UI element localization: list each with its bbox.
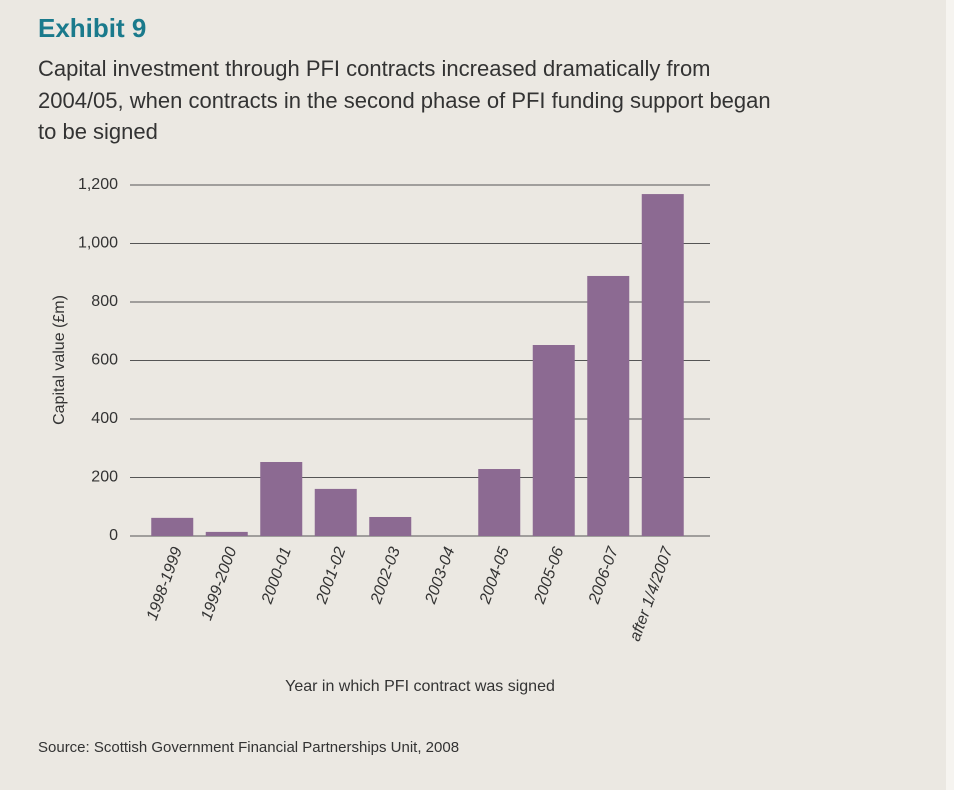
y-tick-label: 1,200: [78, 176, 118, 193]
y-tick-label: 600: [91, 352, 118, 369]
chart-title: Exhibit 9: [38, 13, 146, 43]
bar: [205, 531, 248, 536]
x-axis-title: Year in which PFI contract was signed: [285, 678, 555, 695]
bar: [587, 275, 630, 536]
panel-edge: [946, 0, 954, 790]
source: Source: Scottish Government Financial Pa…: [38, 739, 459, 756]
bar: [314, 488, 357, 536]
y-tick-label: 400: [91, 410, 118, 427]
bar: [260, 461, 303, 536]
bar: [151, 517, 194, 536]
y-axis-title: Capital value (£m): [51, 295, 68, 425]
bar: [641, 194, 684, 536]
bar: [478, 469, 521, 536]
y-tick-label: 200: [91, 469, 118, 486]
y-tick-label: 800: [91, 293, 118, 310]
bar: [369, 516, 412, 536]
subtitle: 2004/05, when contracts in the second ph…: [38, 88, 771, 113]
bar: [532, 344, 575, 536]
y-tick-label: 1,000: [78, 235, 118, 252]
subtitle: Capital investment through PFI contracts…: [38, 56, 711, 81]
subtitle: to be signed: [38, 119, 158, 144]
y-tick-label: 0: [109, 527, 118, 544]
